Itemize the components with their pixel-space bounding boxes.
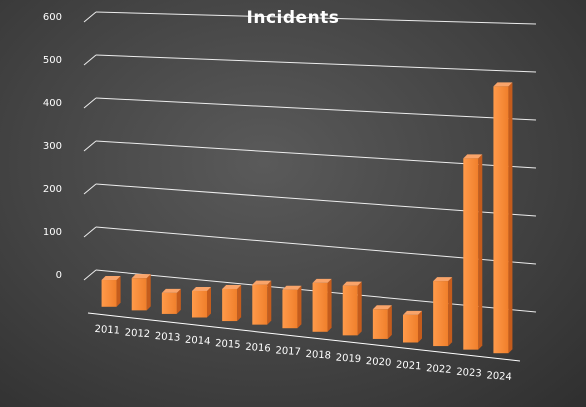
bar-top [161,288,181,293]
y-axis-ticks: 0 100 200 300 400 500 600 [43,12,62,281]
bar-2021 [403,310,422,343]
bar-side [116,276,121,307]
gridline [95,54,537,73]
x-tick-label: 2011 [94,324,120,337]
bar-front [493,86,509,354]
bar-top [493,82,513,87]
bar-side [146,274,151,311]
gridline [95,226,537,265]
gridline [95,11,537,25]
x-tick-label: 2013 [154,331,180,344]
bar-2022 [433,277,453,347]
bar-2023 [463,154,483,350]
x-tick-label: 2021 [396,360,422,373]
bar-front [192,290,207,318]
gridline [95,183,537,217]
bar-front [161,292,177,314]
bar-side [237,284,242,322]
bar-2013 [161,288,181,314]
floor-edge [87,312,521,362]
bar-side [267,280,272,325]
bar-side [387,305,392,339]
bar-front [372,309,388,339]
gridline-stub [83,269,97,281]
bar-front [342,285,358,336]
x-tick-label: 2022 [426,363,452,376]
bar-top [131,274,151,279]
x-tick-label: 2018 [305,349,331,362]
bar-top [433,277,453,282]
bar-2024 [493,82,513,354]
bar-side [418,310,422,343]
bar-2020 [372,305,392,339]
bar-side [176,288,181,314]
bar-front [433,281,449,347]
chart-title: Incidents [246,8,340,28]
x-tick-label: 2015 [215,338,241,351]
bar-front [252,284,268,325]
bar-top [252,280,272,285]
bar-front [282,289,298,329]
bar-top [372,305,392,310]
gridline [95,97,537,121]
bar-front [312,282,328,332]
bar-side [448,277,453,347]
bar-side [327,278,332,332]
gridline-stub [83,226,97,238]
bar-2011 [101,276,121,307]
bar-front [222,288,238,322]
bar-side [357,281,362,336]
bar-2017 [282,285,302,329]
gridline-stub [83,11,97,23]
gridline-stub [83,140,97,152]
y-tick-label: 200 [43,184,62,195]
bar-2019 [342,281,362,336]
bar-2016 [252,280,272,325]
bar-side [508,82,513,354]
bar-top [222,284,242,289]
bar-2012 [131,274,151,311]
bar-side [207,286,211,318]
x-tick-label: 2014 [185,335,211,348]
bar-front [403,314,418,343]
y-tick-label: 400 [43,98,62,109]
y-tick-label: 500 [43,55,62,66]
y-tick-label: 300 [43,141,62,152]
x-tick-label: 2023 [456,367,482,380]
bar-top [192,286,211,291]
x-tick-label: 2024 [486,370,512,383]
bar-2018 [312,278,332,332]
y-tick-label: 0 [56,270,62,281]
y-tick-label: 600 [43,12,62,23]
bar-side [478,154,483,350]
gridline-stub [83,97,97,109]
bar-2015 [222,284,242,322]
gridline-stub [83,183,97,195]
x-axis-ticks: 2011 2012 2013 2014 2015 2016 2017 2018 2019 2020… [94,324,512,383]
x-tick-label: 2019 [335,352,361,365]
gridline-stub [83,54,97,66]
gridline [95,140,537,169]
bar-top [101,276,121,281]
x-tick-label: 2016 [245,342,271,355]
bar-front [463,158,479,350]
x-tick-label: 2020 [365,356,391,369]
y-tick-label: 100 [43,227,62,238]
bar-2014 [192,286,211,318]
bars [101,82,513,354]
bar-top [342,281,362,286]
bar-front [101,280,117,307]
bar-top [282,285,302,290]
bar-top [403,310,422,315]
bar-front [131,278,147,311]
x-tick-label: 2012 [124,327,150,340]
bar-top [312,278,332,283]
x-tick-label: 2017 [275,345,301,358]
bar-top [463,154,483,159]
bar-side [297,285,302,329]
